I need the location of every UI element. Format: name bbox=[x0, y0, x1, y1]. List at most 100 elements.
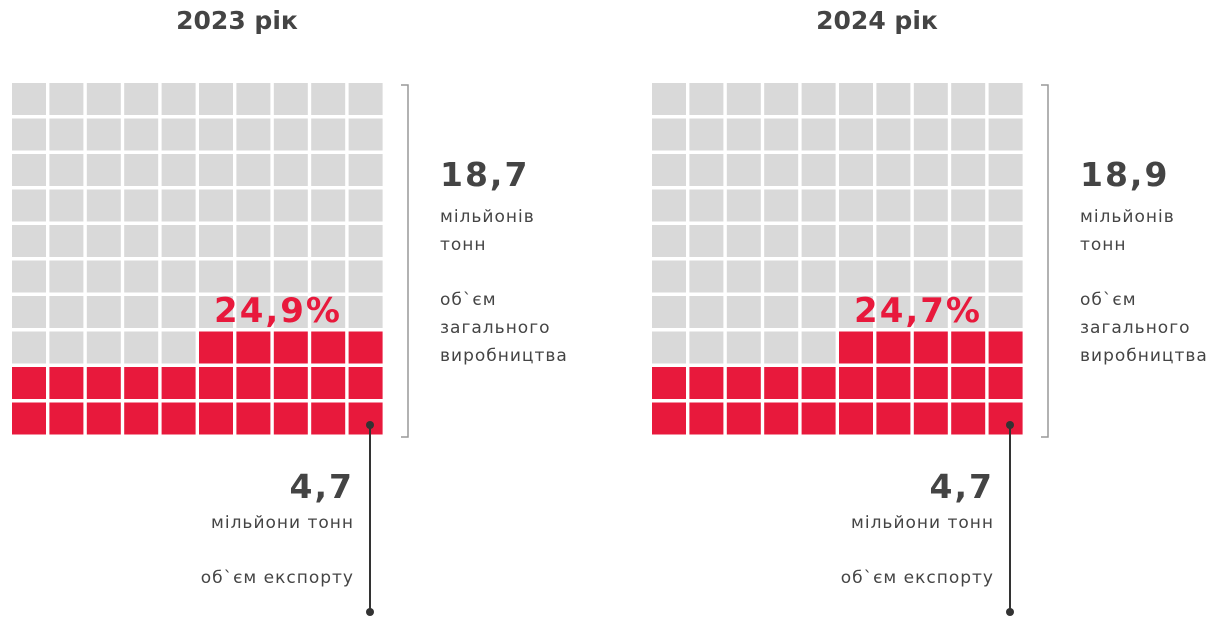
empty-cell bbox=[951, 189, 986, 222]
empty-cell bbox=[348, 296, 383, 328]
empty-cell bbox=[839, 296, 873, 328]
total-caption: об`єм загального виробництва bbox=[440, 290, 568, 366]
empty-cell bbox=[726, 189, 761, 222]
empty-cell bbox=[913, 154, 948, 186]
empty-cell bbox=[273, 189, 308, 222]
filled-cell bbox=[236, 367, 271, 399]
empty-cell bbox=[764, 154, 799, 186]
empty-cell bbox=[311, 83, 346, 115]
empty-cell bbox=[726, 154, 761, 186]
empty-cell bbox=[764, 118, 799, 151]
empty-cell bbox=[801, 118, 836, 151]
empty-cell bbox=[311, 296, 346, 328]
filled-cell bbox=[199, 402, 233, 435]
filled-cell bbox=[49, 402, 84, 435]
empty-cell bbox=[161, 331, 196, 364]
filled-cell bbox=[348, 331, 383, 364]
empty-cell bbox=[86, 260, 121, 293]
empty-cell bbox=[86, 189, 121, 222]
empty-cell bbox=[49, 118, 84, 151]
export-unit: мільйони тонн bbox=[851, 513, 994, 533]
empty-cell bbox=[951, 83, 986, 115]
filled-cell bbox=[839, 367, 873, 399]
empty-cell bbox=[839, 83, 873, 115]
filled-cell bbox=[124, 402, 159, 435]
empty-cell bbox=[876, 260, 911, 293]
empty-cell bbox=[86, 118, 121, 151]
empty-cell bbox=[236, 189, 271, 222]
empty-cell bbox=[801, 83, 836, 115]
export-value: 4,7 bbox=[289, 467, 354, 506]
filled-cell bbox=[839, 331, 873, 364]
filled-cell bbox=[236, 331, 271, 364]
empty-cell bbox=[689, 154, 724, 186]
empty-cell bbox=[311, 225, 346, 257]
empty-cell bbox=[199, 260, 233, 293]
empty-cell bbox=[12, 225, 46, 257]
empty-cell bbox=[12, 118, 46, 151]
empty-cell bbox=[839, 189, 873, 222]
empty-cell bbox=[273, 154, 308, 186]
filled-cell bbox=[876, 402, 911, 435]
empty-cell bbox=[124, 189, 159, 222]
empty-cell bbox=[348, 83, 383, 115]
empty-cell bbox=[764, 189, 799, 222]
filled-cell bbox=[311, 367, 346, 399]
filled-cell bbox=[839, 402, 873, 435]
empty-cell bbox=[124, 331, 159, 364]
empty-cell bbox=[689, 296, 724, 328]
filled-cell bbox=[12, 367, 46, 399]
empty-cell bbox=[876, 118, 911, 151]
leader-dot bbox=[366, 608, 374, 616]
filled-cell bbox=[348, 402, 383, 435]
filled-cell bbox=[199, 331, 233, 364]
empty-cell bbox=[199, 83, 233, 115]
filled-cell bbox=[689, 402, 724, 435]
filled-cell bbox=[876, 331, 911, 364]
bracket bbox=[1041, 84, 1049, 438]
filled-cell bbox=[652, 402, 686, 435]
empty-cell bbox=[161, 296, 196, 328]
filled-cell bbox=[652, 367, 686, 399]
empty-cell bbox=[951, 260, 986, 293]
empty-cell bbox=[273, 83, 308, 115]
filled-cell bbox=[913, 331, 948, 364]
empty-cell bbox=[161, 189, 196, 222]
empty-cell bbox=[161, 118, 196, 151]
filled-cell bbox=[273, 331, 308, 364]
empty-cell bbox=[913, 225, 948, 257]
empty-cell bbox=[348, 118, 383, 151]
empty-cell bbox=[86, 225, 121, 257]
filled-cell bbox=[273, 402, 308, 435]
empty-cell bbox=[689, 225, 724, 257]
filled-cell bbox=[86, 367, 121, 399]
empty-cell bbox=[652, 260, 686, 293]
empty-cell bbox=[652, 118, 686, 151]
empty-cell bbox=[988, 260, 1023, 293]
empty-cell bbox=[12, 189, 46, 222]
filled-cell bbox=[689, 367, 724, 399]
total-value: 18,9 bbox=[1080, 155, 1170, 194]
empty-cell bbox=[49, 154, 84, 186]
filled-cell bbox=[199, 367, 233, 399]
empty-cell bbox=[348, 154, 383, 186]
empty-cell bbox=[86, 83, 121, 115]
empty-cell bbox=[199, 225, 233, 257]
empty-cell bbox=[726, 260, 761, 293]
empty-cell bbox=[801, 225, 836, 257]
filled-cell bbox=[348, 367, 383, 399]
empty-cell bbox=[764, 225, 799, 257]
empty-cell bbox=[161, 225, 196, 257]
filled-cell bbox=[801, 402, 836, 435]
empty-cell bbox=[273, 260, 308, 293]
filled-cell bbox=[951, 331, 986, 364]
empty-cell bbox=[236, 83, 271, 115]
filled-cell bbox=[913, 367, 948, 399]
empty-cell bbox=[764, 260, 799, 293]
empty-cell bbox=[49, 83, 84, 115]
filled-cell bbox=[876, 367, 911, 399]
filled-cell bbox=[801, 367, 836, 399]
empty-cell bbox=[124, 154, 159, 186]
